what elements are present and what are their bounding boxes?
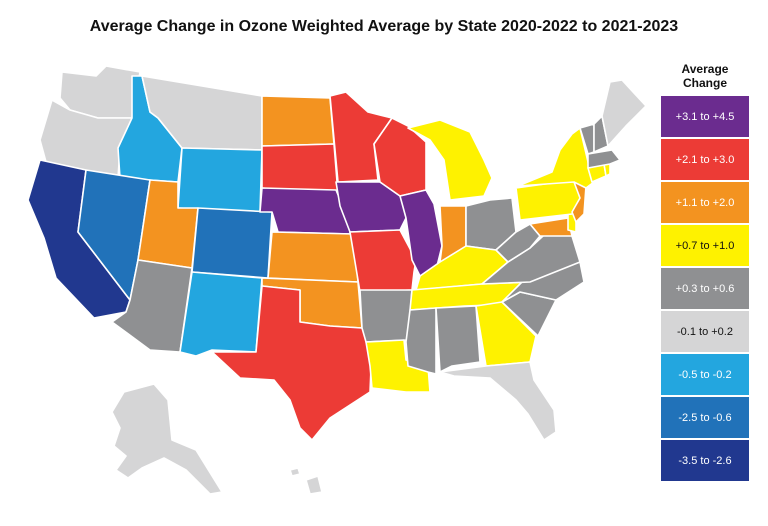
state-louisiana[interactable] [365, 339, 431, 393]
state-new-york[interactable] [517, 127, 595, 189]
legend-item: +2.1 to +3.0 [661, 139, 749, 180]
state-hawaii[interactable] [289, 467, 301, 477]
us-map-svg [27, 65, 647, 495]
legend-item: -2.5 to -0.6 [661, 397, 749, 438]
legend-item: -0.1 to +0.2 [661, 311, 749, 352]
legend-item: +3.1 to +4.5 [661, 96, 749, 137]
state-colorado[interactable] [191, 207, 273, 279]
state-georgia[interactable] [475, 301, 537, 367]
state-wisconsin[interactable] [373, 117, 427, 197]
legend-item: -0.5 to -0.2 [661, 354, 749, 395]
map-legend: Average Change +3.1 to +4.5 +2.1 to +3.0 +… [661, 62, 749, 483]
state-nebraska[interactable] [259, 187, 351, 235]
state-texas[interactable] [211, 285, 373, 441]
state-alaska[interactable] [111, 383, 223, 495]
state-alabama[interactable] [435, 305, 481, 373]
legend-title-line1: Average [681, 62, 729, 76]
state-kansas[interactable] [267, 231, 359, 283]
legend-item: +0.3 to +0.6 [661, 268, 749, 309]
state-maine[interactable] [601, 79, 647, 147]
state-massachusetts[interactable] [587, 149, 621, 169]
state-south-dakota[interactable] [261, 143, 339, 195]
legend-item: -3.5 to -2.6 [661, 440, 749, 481]
state-missouri[interactable] [349, 229, 417, 293]
legend-item: +1.1 to +2.0 [661, 182, 749, 223]
state-hawaii-big-island[interactable] [305, 475, 323, 495]
state-maryland[interactable] [529, 217, 573, 237]
legend-item: +0.7 to +1.0 [661, 225, 749, 266]
state-north-dakota[interactable] [261, 95, 335, 147]
state-michigan[interactable] [407, 119, 493, 201]
state-new-mexico[interactable] [179, 271, 263, 357]
map-title: Average Change in Ozone Weighted Average… [89, 18, 679, 35]
state-mississippi[interactable] [405, 307, 437, 375]
state-florida[interactable] [439, 361, 557, 441]
legend-title-line2: Change [682, 76, 727, 90]
state-wyoming[interactable] [177, 147, 263, 213]
legend-boxes: +3.1 to +4.5 +2.1 to +3.0 +1.1 to +2.0 +0.7… [661, 96, 749, 481]
us-state-map [0, 40, 660, 526]
legend-title: Average Change [661, 62, 749, 90]
state-arkansas[interactable] [359, 289, 413, 343]
state-rhode-island[interactable] [603, 163, 611, 177]
